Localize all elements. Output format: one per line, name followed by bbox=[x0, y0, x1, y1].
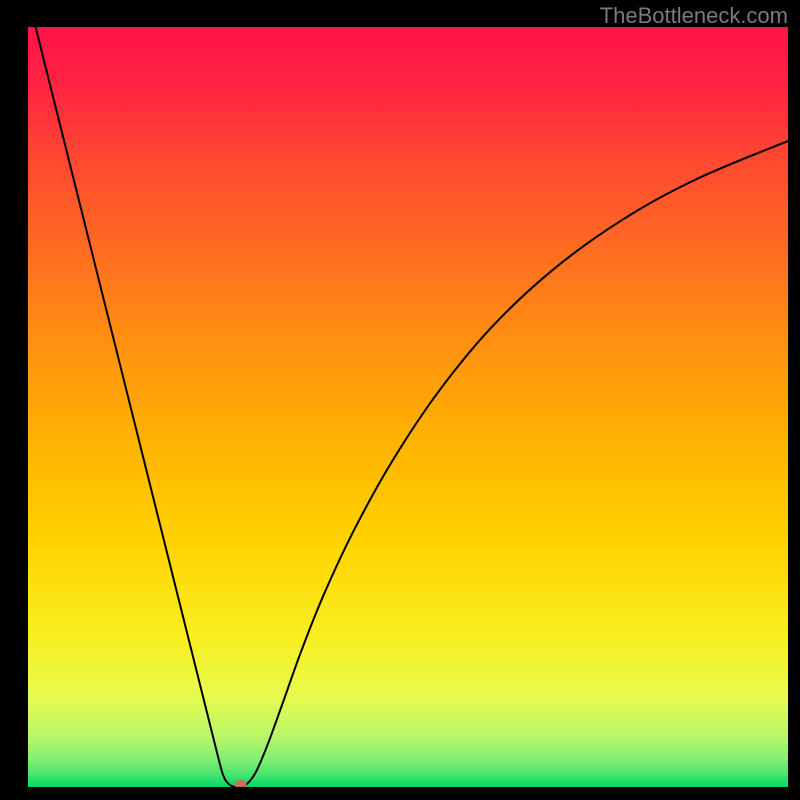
bottleneck-chart bbox=[28, 27, 788, 787]
gradient-background bbox=[28, 27, 788, 787]
chart-frame: TheBottleneck.com bbox=[0, 0, 800, 800]
watermark-text: TheBottleneck.com bbox=[600, 3, 788, 29]
